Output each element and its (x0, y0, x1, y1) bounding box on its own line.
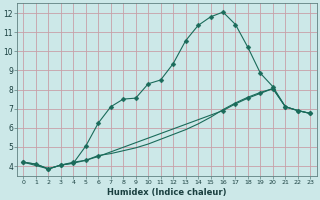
X-axis label: Humidex (Indice chaleur): Humidex (Indice chaleur) (107, 188, 227, 197)
